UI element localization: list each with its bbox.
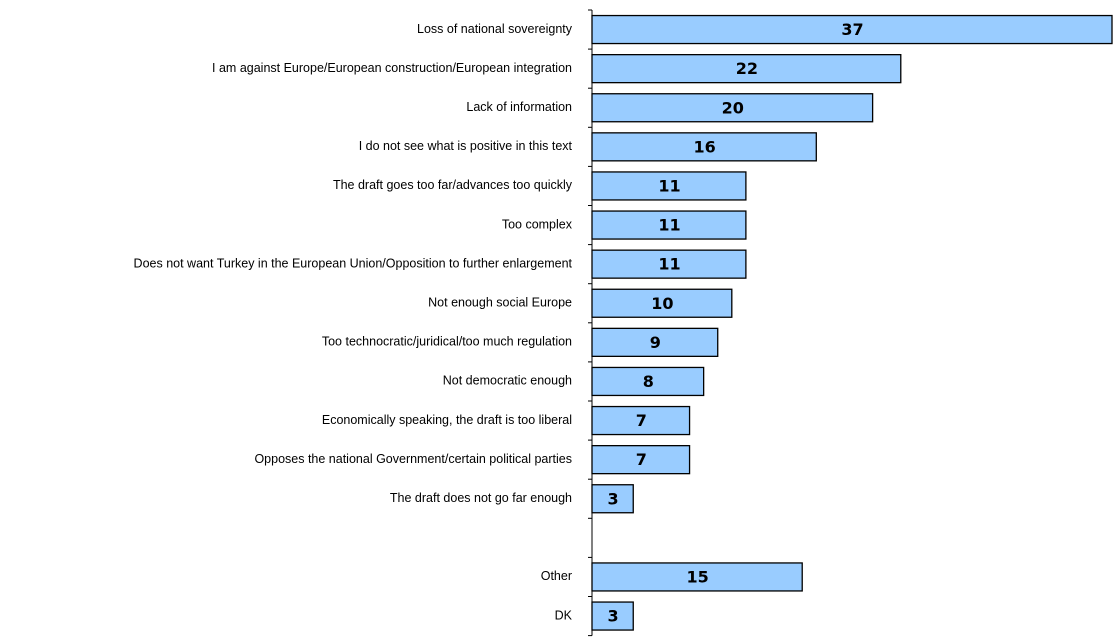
value-label: 11 [658, 255, 680, 274]
bar [591, 171, 747, 201]
category-label: The draft goes too far/advances too quic… [333, 178, 573, 192]
category-label: Does not want Turkey in the European Uni… [134, 256, 573, 270]
category-label: I am against Europe/European constructio… [212, 61, 572, 75]
bar [591, 562, 803, 592]
bar [591, 484, 634, 514]
bar [591, 601, 634, 631]
bar [591, 93, 874, 123]
value-labels: 37 22 20 16 11 11 11 10 9 8 7 7 3 15 3 [608, 20, 864, 626]
category-label: Lack of information [466, 100, 572, 114]
value-label: 7 [636, 450, 647, 469]
bars [591, 14, 1113, 631]
value-label: 8 [643, 372, 654, 391]
category-label: I do not see what is positive in this te… [359, 139, 573, 153]
bar [591, 249, 747, 279]
bar [591, 444, 691, 475]
bar [591, 14, 1113, 45]
category-label: Opposes the national Government/certain … [254, 452, 572, 466]
category-label: The draft does not go far enough [390, 491, 572, 505]
category-label: Other [541, 569, 572, 583]
value-label: 37 [841, 20, 863, 39]
category-label: DK [555, 608, 573, 622]
bar [591, 405, 691, 436]
bar [591, 132, 817, 162]
value-label: 11 [658, 216, 680, 235]
value-label: 15 [686, 567, 708, 586]
bar [591, 288, 733, 318]
category-label: Loss of national sovereignty [417, 22, 573, 36]
value-label: 16 [694, 137, 716, 156]
value-label: 11 [658, 176, 680, 195]
value-label: 10 [651, 294, 673, 313]
bar [591, 54, 902, 84]
value-label: 20 [722, 98, 744, 117]
category-label: Economically speaking, the draft is too … [322, 413, 572, 427]
bar [591, 327, 719, 358]
value-label: 22 [736, 59, 758, 78]
category-label: Too technocratic/juridical/too much regu… [322, 335, 572, 349]
category-label: Not democratic enough [443, 374, 572, 388]
category-label: Not enough social Europe [428, 296, 572, 310]
value-label: 7 [636, 411, 647, 430]
value-label: 9 [650, 333, 661, 352]
category-label: Too complex [502, 217, 573, 231]
bar [591, 366, 705, 397]
category-labels: Loss of national sovereignty I am against… [134, 22, 573, 622]
value-label: 3 [608, 607, 619, 626]
bar [591, 210, 747, 240]
value-label: 3 [608, 489, 619, 508]
